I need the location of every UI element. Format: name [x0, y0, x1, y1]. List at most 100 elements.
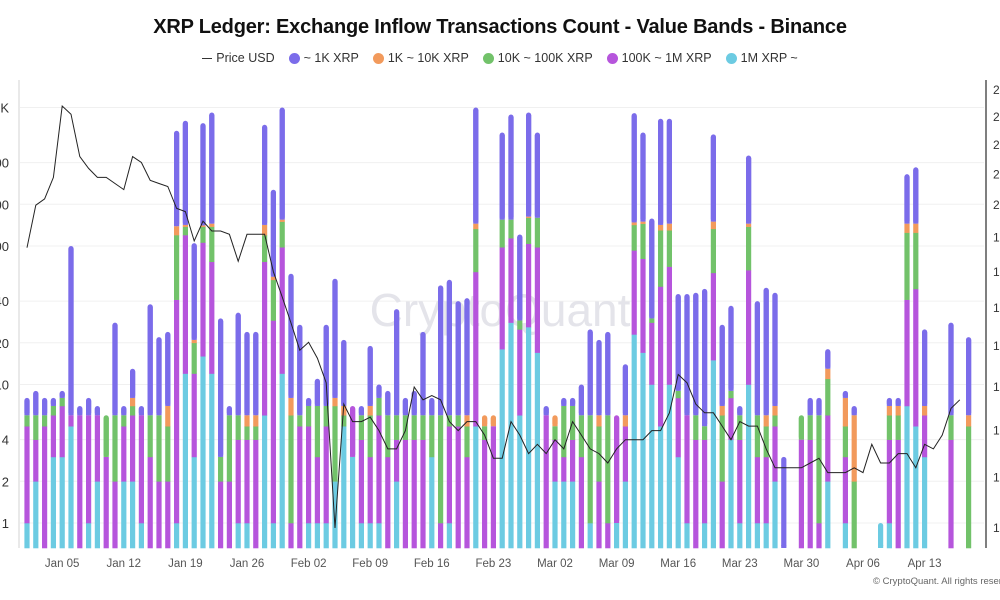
bar-stack[interactable]	[517, 234, 523, 549]
bar-stack[interactable]	[279, 107, 285, 549]
bar-stack[interactable]	[218, 318, 224, 549]
bar-stack[interactable]	[455, 301, 461, 549]
bar-stack[interactable]	[306, 397, 312, 549]
bar-stack[interactable]	[288, 273, 294, 549]
bar-stack[interactable]	[570, 397, 576, 549]
bar-stack[interactable]	[526, 112, 532, 549]
bar-stack[interactable]	[816, 397, 822, 549]
bar-stack[interactable]	[420, 331, 426, 549]
bar-stack[interactable]	[482, 415, 488, 549]
bar-stack[interactable]	[253, 331, 259, 549]
bar-stack[interactable]	[649, 218, 655, 549]
bar-stack[interactable]	[156, 337, 162, 549]
bar-stack[interactable]	[262, 124, 268, 549]
bar-stack[interactable]	[543, 405, 549, 549]
bar-stack[interactable]	[77, 405, 83, 549]
bar-stack[interactable]	[851, 405, 857, 549]
bar-stack[interactable]	[358, 405, 364, 549]
bar-stack[interactable]	[966, 337, 972, 549]
bar-stack[interactable]	[174, 130, 180, 549]
bar-stack[interactable]	[341, 339, 347, 549]
bar-stack[interactable]	[798, 415, 804, 549]
bar-stack[interactable]	[464, 298, 470, 549]
legend-item-1k[interactable]: ~ 1K XRP	[288, 51, 359, 65]
bar-stack[interactable]	[323, 324, 329, 549]
bar-stack[interactable]	[499, 132, 505, 549]
bar-stack[interactable]	[807, 397, 813, 549]
bar-stack[interactable]	[640, 132, 646, 549]
bar-stack[interactable]	[614, 415, 620, 549]
bar-stack[interactable]	[772, 292, 778, 549]
bar-stack[interactable]	[50, 397, 56, 549]
bar-stack[interactable]	[666, 118, 672, 549]
bar-stack[interactable]	[376, 384, 382, 549]
bar-stack[interactable]	[138, 405, 144, 549]
bar-stack[interactable]	[719, 324, 725, 549]
bar-stack[interactable]	[297, 324, 303, 549]
bar-stack[interactable]	[402, 397, 408, 549]
legend-item-1k-10k[interactable]: 1K ~ 10K XRP	[372, 51, 469, 65]
bar-stack[interactable]	[438, 285, 444, 549]
bar-stack[interactable]	[200, 123, 206, 549]
bar-stack[interactable]	[842, 390, 848, 549]
bar-stack[interactable]	[728, 305, 734, 549]
bar-stack[interactable]	[781, 456, 787, 548]
bar-stack[interactable]	[367, 345, 373, 549]
bar-stack[interactable]	[473, 107, 479, 549]
bar-stack[interactable]	[886, 397, 892, 549]
bar-stack[interactable]	[394, 309, 400, 549]
bar-stack[interactable]	[86, 397, 92, 549]
bar-stack[interactable]	[702, 288, 708, 549]
bar-stack[interactable]	[895, 397, 901, 549]
bar-stack[interactable]	[675, 294, 681, 549]
bar-stack[interactable]	[534, 132, 540, 549]
bar-stack[interactable]	[561, 397, 567, 549]
legend-item-1m[interactable]: 1M XRP ~	[725, 51, 798, 65]
bar-stack[interactable]	[182, 120, 188, 549]
bar-stack[interactable]	[948, 322, 954, 549]
bar-stack[interactable]	[165, 331, 171, 549]
bar-stack[interactable]	[596, 339, 602, 549]
bar-stack[interactable]	[411, 390, 417, 549]
bar-stack[interactable]	[922, 329, 928, 549]
bar-stack[interactable]	[191, 243, 197, 549]
bar-stack[interactable]	[684, 294, 690, 549]
bar-stack[interactable]	[94, 405, 100, 549]
bar-stack[interactable]	[244, 331, 250, 549]
bar-stack[interactable]	[578, 384, 584, 549]
bar-stack[interactable]	[226, 405, 232, 549]
legend-item-price[interactable]: Price USD	[202, 51, 275, 65]
bar-stack[interactable]	[103, 415, 109, 549]
bar-stack[interactable]	[552, 415, 558, 549]
bar-stack[interactable]	[314, 378, 320, 549]
bar-stack[interactable]	[631, 113, 637, 549]
bar-stack[interactable]	[754, 301, 760, 549]
legend-item-100k-1m[interactable]: 100K ~ 1M XRP	[606, 51, 712, 65]
bar-stack[interactable]	[693, 292, 699, 549]
bar-stack[interactable]	[913, 167, 919, 549]
bar-stack[interactable]	[209, 112, 215, 549]
bar-stack[interactable]	[763, 287, 769, 549]
bar-stack[interactable]	[605, 331, 611, 549]
bar-stack[interactable]	[658, 118, 664, 549]
bar-stack[interactable]	[878, 523, 884, 548]
bar-stack[interactable]	[904, 174, 910, 549]
bar-stack[interactable]	[446, 279, 452, 549]
bar-stack[interactable]	[147, 304, 153, 549]
bar-stack[interactable]	[42, 397, 48, 549]
bar-stack[interactable]	[270, 189, 276, 549]
bar-stack[interactable]	[508, 114, 514, 549]
bar-stack[interactable]	[350, 405, 356, 549]
bar-stack[interactable]	[429, 397, 435, 549]
bar-stack[interactable]	[490, 415, 496, 549]
bar-stack[interactable]	[737, 405, 743, 549]
bar-stack[interactable]	[68, 246, 74, 549]
bar-stack[interactable]	[746, 155, 752, 549]
bar-stack[interactable]	[235, 312, 241, 549]
bar-stack[interactable]	[59, 390, 65, 549]
bar-stack[interactable]	[587, 329, 593, 549]
bar-stack[interactable]	[332, 278, 338, 549]
bar-stack[interactable]	[112, 322, 118, 549]
bar-stack[interactable]	[130, 368, 136, 549]
bar-stack[interactable]	[385, 390, 391, 549]
